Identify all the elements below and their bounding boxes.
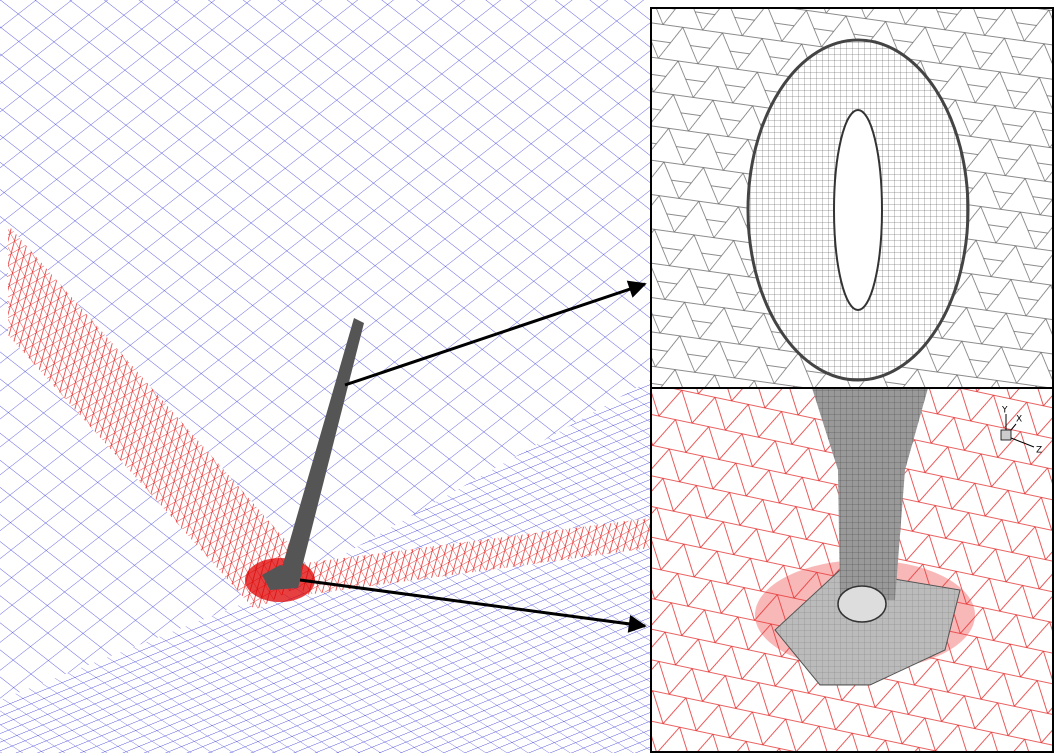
figure: Y X Z [0,0,1054,753]
main-view [0,0,650,753]
root-view: Y X Z [651,388,1053,752]
blade-section-view [651,8,1053,388]
pylon-foot [838,586,886,622]
axis-label-y: Y [1001,406,1008,416]
page: {"inset_axes": {"y": "Y", "x": "X", "z":… [0,0,1054,753]
axis-label-z: Z [1036,446,1042,456]
axis-label-x: X [1016,415,1022,425]
axis-cube [1001,430,1011,440]
airfoil-section [834,110,882,310]
